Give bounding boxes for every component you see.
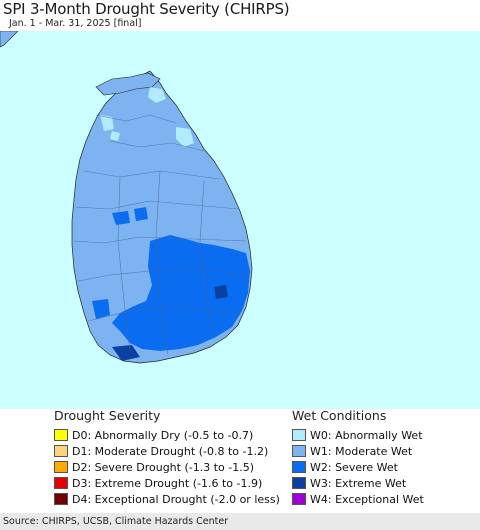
legend-label-w4: W4: Exceptional Wet: [310, 492, 424, 506]
legend-label-w1: W1: Moderate Wet: [310, 444, 413, 458]
swatch-d1: [54, 445, 68, 457]
source-footer: Source: CHIRPS, UCSB, Climate Hazards Ce…: [0, 513, 480, 530]
w0-patch-west: [100, 115, 114, 131]
w0-patch-northwest: [110, 131, 120, 141]
jaffna-peninsula: [95, 72, 161, 96]
map-subtitle: Jan. 1 - Mar. 31, 2025 [final]: [9, 18, 142, 29]
legend-label-w3: W3: Extreme Wet: [310, 476, 407, 490]
swatch-w3: [292, 477, 306, 489]
legend-item-w3: W3: Extreme Wet: [292, 475, 424, 491]
w3-patch-southeast: [214, 285, 228, 299]
legend-item-d3: D3: Extreme Drought (-1.6 to -1.9): [54, 475, 280, 491]
wet-legend: Wet Conditions W0: Abnormally Wet W1: Mo…: [292, 409, 424, 507]
swatch-d4: [54, 493, 68, 505]
legend-item-w0: W0: Abnormally Wet: [292, 427, 424, 443]
swatch-w1: [292, 445, 306, 457]
drought-legend: Drought Severity D0: Abnormally Dry (-0.…: [54, 409, 280, 507]
legend-label-w2: W2: Severe Wet: [310, 460, 398, 474]
w0-patch-north: [148, 87, 166, 103]
legend-item-w4: W4: Exceptional Wet: [292, 491, 424, 507]
legend-item-d0: D0: Abnormally Dry (-0.5 to -0.7): [54, 427, 280, 443]
drought-map: [0, 31, 480, 409]
swatch-w4: [292, 493, 306, 505]
w2-region-southeast: [112, 235, 250, 351]
legend-item-d2: D2: Severe Drought (-1.3 to -1.5): [54, 459, 280, 475]
district-boundaries: [73, 114, 251, 356]
legend-label-d0: D0: Abnormally Dry (-0.5 to -0.7): [72, 428, 254, 442]
legend-label-d4: D4: Exceptional Drought (-2.0 or less): [72, 492, 280, 506]
legend-label-w0: W0: Abnormally Wet: [310, 428, 423, 442]
w2-patch-southwest: [92, 299, 110, 319]
legend-label-d1: D1: Moderate Drought (-0.8 to -1.2): [72, 444, 269, 458]
legend-item-d1: D1: Moderate Drought (-0.8 to -1.2): [54, 443, 280, 459]
w2-patch-central: [134, 207, 148, 221]
legend-item-w1: W1: Moderate Wet: [292, 443, 424, 459]
swatch-w2: [292, 461, 306, 473]
drought-legend-heading: Drought Severity: [54, 408, 161, 423]
map-title: SPI 3-Month Drought Severity (CHIRPS): [3, 0, 290, 18]
legend-label-d3: D3: Extreme Drought (-1.6 to -1.9): [72, 476, 263, 490]
swatch-w0: [292, 429, 306, 441]
swatch-d3: [54, 477, 68, 489]
swatch-d0: [54, 429, 68, 441]
legend-label-d2: D2: Severe Drought (-1.3 to -1.5): [72, 460, 255, 474]
w3-patch-south: [112, 345, 140, 361]
swatch-d2: [54, 461, 68, 473]
legend-item-w2: W2: Severe Wet: [292, 459, 424, 475]
legend: Drought Severity D0: Abnormally Dry (-0.…: [0, 409, 480, 513]
legend-item-d4: D4: Exceptional Drought (-2.0 or less): [54, 491, 280, 507]
w0-patch-northeast: [176, 127, 194, 147]
w2-patch-west: [112, 211, 130, 225]
wet-legend-heading: Wet Conditions: [292, 408, 387, 423]
india-coast: [0, 31, 19, 48]
